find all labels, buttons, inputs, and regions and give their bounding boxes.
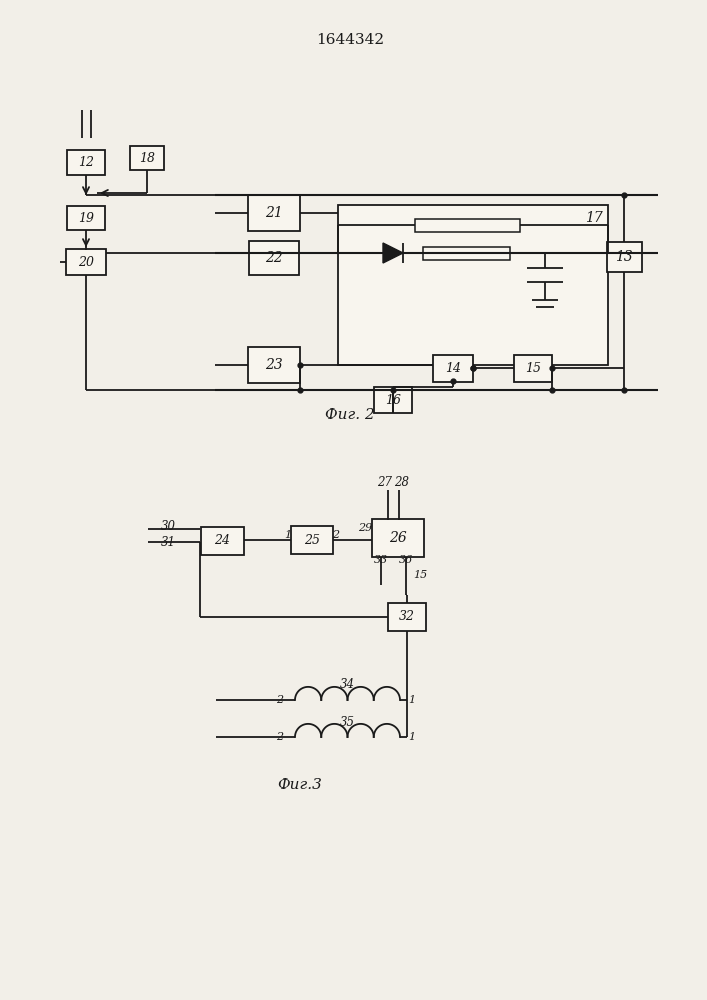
Text: 18: 18 (139, 151, 155, 164)
FancyBboxPatch shape (248, 347, 300, 383)
Text: Фиг. 2: Фиг. 2 (325, 408, 375, 422)
FancyBboxPatch shape (67, 149, 105, 174)
Text: 2: 2 (276, 695, 284, 705)
Text: 22: 22 (265, 251, 283, 265)
Text: 29: 29 (358, 523, 372, 533)
FancyBboxPatch shape (249, 241, 299, 275)
FancyBboxPatch shape (374, 387, 412, 413)
Text: 30: 30 (160, 520, 175, 532)
Text: 19: 19 (78, 212, 94, 225)
FancyBboxPatch shape (67, 206, 105, 230)
Text: 2: 2 (332, 530, 339, 540)
Text: 26: 26 (389, 531, 407, 545)
Text: 13: 13 (615, 250, 633, 264)
Text: Фиг.3: Фиг.3 (278, 778, 322, 792)
Text: 15: 15 (525, 361, 541, 374)
Text: 32: 32 (399, 610, 415, 624)
Text: 1644342: 1644342 (316, 33, 384, 47)
Text: 15: 15 (413, 570, 427, 580)
Text: 14: 14 (445, 361, 461, 374)
FancyBboxPatch shape (201, 527, 243, 555)
Text: 28: 28 (395, 476, 409, 488)
Text: 21: 21 (265, 206, 283, 220)
FancyBboxPatch shape (372, 519, 424, 557)
Text: 17: 17 (585, 211, 603, 225)
Text: 2: 2 (276, 732, 284, 742)
Polygon shape (383, 243, 403, 263)
FancyBboxPatch shape (130, 146, 164, 170)
FancyBboxPatch shape (514, 355, 552, 381)
Text: 33: 33 (374, 555, 388, 565)
Text: 25: 25 (304, 534, 320, 546)
Bar (338, 205, 608, 365)
Bar (423, 246, 510, 259)
Text: 34: 34 (339, 678, 354, 692)
FancyBboxPatch shape (433, 355, 473, 381)
FancyBboxPatch shape (607, 242, 641, 272)
FancyBboxPatch shape (291, 526, 333, 554)
Text: 27: 27 (378, 476, 392, 488)
Text: 35: 35 (339, 716, 354, 728)
Text: 1: 1 (284, 530, 291, 540)
FancyBboxPatch shape (388, 603, 426, 631)
Text: 1: 1 (409, 695, 416, 705)
FancyBboxPatch shape (66, 249, 106, 275)
Text: 31: 31 (160, 536, 175, 548)
Text: 1: 1 (409, 732, 416, 742)
Text: 12: 12 (78, 155, 94, 168)
Text: 16: 16 (385, 393, 401, 406)
Text: 20: 20 (78, 255, 94, 268)
Text: 23: 23 (265, 358, 283, 372)
Text: 24: 24 (214, 534, 230, 548)
Bar (415, 219, 520, 232)
FancyBboxPatch shape (248, 195, 300, 231)
Text: 36: 36 (399, 555, 413, 565)
